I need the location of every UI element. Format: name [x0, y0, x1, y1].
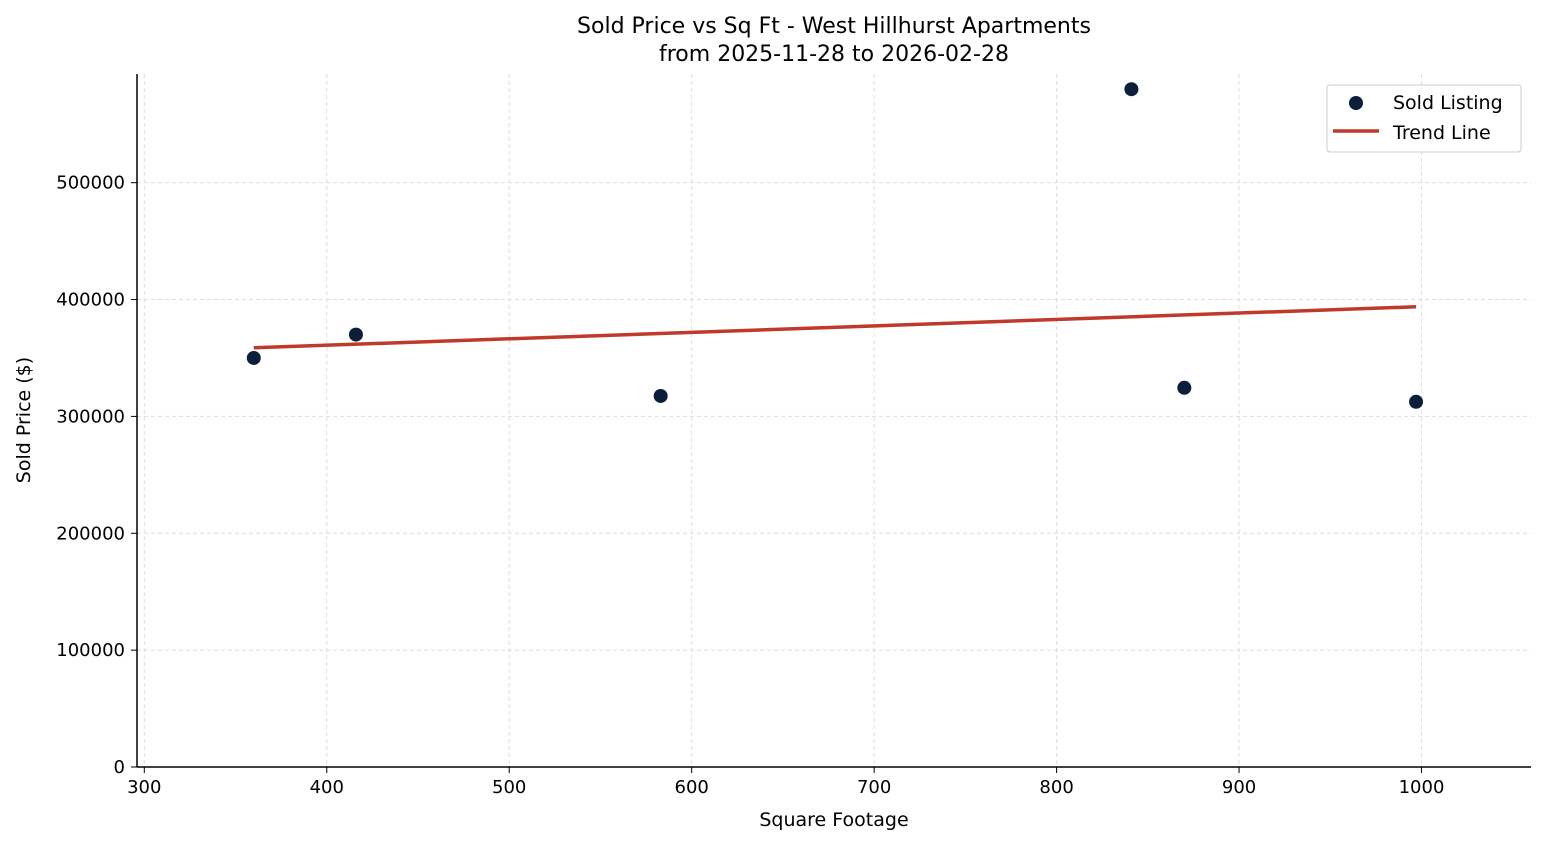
x-tick-label: 500: [492, 777, 526, 798]
y-tick-label: 300000: [56, 406, 125, 427]
chart-title: Sold Price vs Sq Ft - West Hillhurst Apa…: [577, 14, 1091, 39]
y-tick-label: 100000: [56, 640, 125, 661]
legend-label-trend-line: Trend Line: [1392, 122, 1491, 144]
data-point-sold-listing: [246, 350, 261, 365]
x-tick-label: 400: [310, 777, 344, 798]
trend-line: [253, 305, 1417, 350]
x-tick-label: 600: [675, 777, 709, 798]
y-tick-label: 500000: [56, 173, 125, 194]
legend-marker-sold-listing: [1349, 96, 1363, 110]
x-tick-label: 700: [857, 777, 891, 798]
data-point-sold-listing: [348, 327, 363, 342]
x-tick-label: 300: [127, 777, 161, 798]
chart-subtitle: from 2025-11-28 to 2026-02-28: [659, 42, 1009, 67]
y-tick-label: 400000: [56, 290, 125, 311]
y-axis-label: Sold Price ($): [13, 357, 35, 483]
y-tick-label: 0: [114, 757, 125, 778]
x-tick-label: 800: [1039, 777, 1073, 798]
data-point-sold-listing: [653, 388, 668, 403]
legend-label-sold-listing: Sold Listing: [1393, 92, 1503, 114]
legend-box: [1326, 84, 1522, 153]
x-tick-label: 900: [1222, 777, 1256, 798]
x-axis-label: Square Footage: [759, 809, 908, 831]
data-point-sold-listing: [1124, 82, 1139, 97]
x-tick-label: 1000: [1399, 777, 1445, 798]
legend: Sold Listing Trend Line: [1326, 84, 1522, 153]
data-point-sold-listing: [1177, 380, 1192, 395]
y-tick-label: 200000: [56, 523, 125, 544]
data-point-sold-listing: [1409, 394, 1424, 409]
